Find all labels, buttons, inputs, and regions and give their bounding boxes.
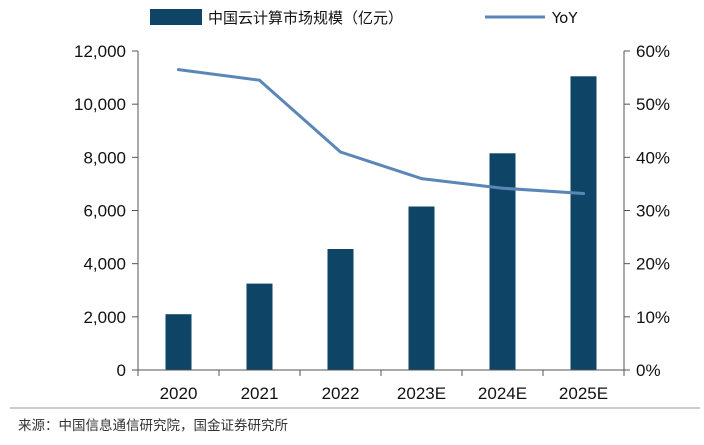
left-tick-label: 6,000	[83, 202, 126, 221]
left-axis-ticks: 0 2,000 4,000 6,000 8,000 10,000 12,000	[74, 42, 138, 380]
x-tick-label: 2024E	[478, 384, 527, 403]
yoy-point-2022	[339, 150, 342, 154]
legend-swatch-bar	[150, 9, 202, 25]
bars-layer	[165, 76, 597, 371]
bar-2022	[327, 249, 354, 370]
x-tick-label: 2025E	[559, 384, 608, 403]
left-tick-label: 4,000	[83, 255, 126, 274]
right-tick-label: 40%	[636, 148, 670, 167]
yoy-point-2021	[258, 78, 261, 82]
bar-2020	[165, 314, 192, 370]
bar-2021	[246, 283, 273, 370]
left-tick-label: 0	[117, 361, 126, 380]
right-tick-label: 0%	[636, 361, 661, 380]
legend-label-bar: 中国云计算市场规模（亿元）	[208, 9, 403, 27]
yoy-point-2020	[177, 68, 180, 72]
yoy-line	[177, 68, 585, 195]
left-tick-label: 8,000	[83, 148, 126, 167]
axes-layer	[137, 51, 625, 371]
left-tick-label: 12,000	[74, 42, 126, 61]
yoy-point-2025E	[582, 192, 585, 195]
right-tick-label: 10%	[636, 308, 670, 327]
right-tick-label: 60%	[636, 42, 670, 61]
right-tick-label: 20%	[636, 255, 670, 274]
yoy-point-2024E	[501, 186, 504, 190]
right-tick-label: 50%	[636, 95, 670, 114]
x-axis-ticks: 2020 2021 2022 2023E 2024E 2025E	[137, 370, 625, 403]
yoy-point-2023E	[420, 177, 423, 181]
right-axis-ticks: 0% 10% 20% 30% 40% 50% 60%	[624, 42, 670, 380]
x-tick-label: 2021	[241, 384, 279, 403]
x-tick-label: 2020	[160, 384, 198, 403]
x-tick-label: 2022	[322, 384, 360, 403]
legend: 中国云计算市场规模（亿元） YoY	[150, 9, 578, 27]
left-tick-label: 2,000	[83, 308, 126, 327]
bar-2025E	[570, 76, 597, 371]
right-tick-label: 30%	[636, 202, 670, 221]
line-layer	[177, 68, 585, 195]
left-tick-label: 10,000	[74, 95, 126, 114]
x-tick-label: 2023E	[397, 384, 446, 403]
source-note: 来源：中国信息通信研究院，国金证券研究所	[18, 417, 288, 434]
legend-label-line: YoY	[551, 9, 578, 27]
bar-2023E	[408, 206, 435, 370]
